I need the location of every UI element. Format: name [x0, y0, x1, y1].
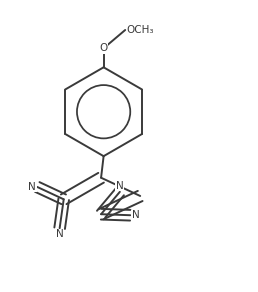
- Text: OCH₃: OCH₃: [126, 25, 154, 35]
- Text: N: N: [116, 180, 124, 191]
- Text: N: N: [132, 210, 139, 220]
- Text: N: N: [28, 182, 36, 192]
- Text: N: N: [56, 230, 63, 239]
- Text: O: O: [100, 43, 108, 53]
